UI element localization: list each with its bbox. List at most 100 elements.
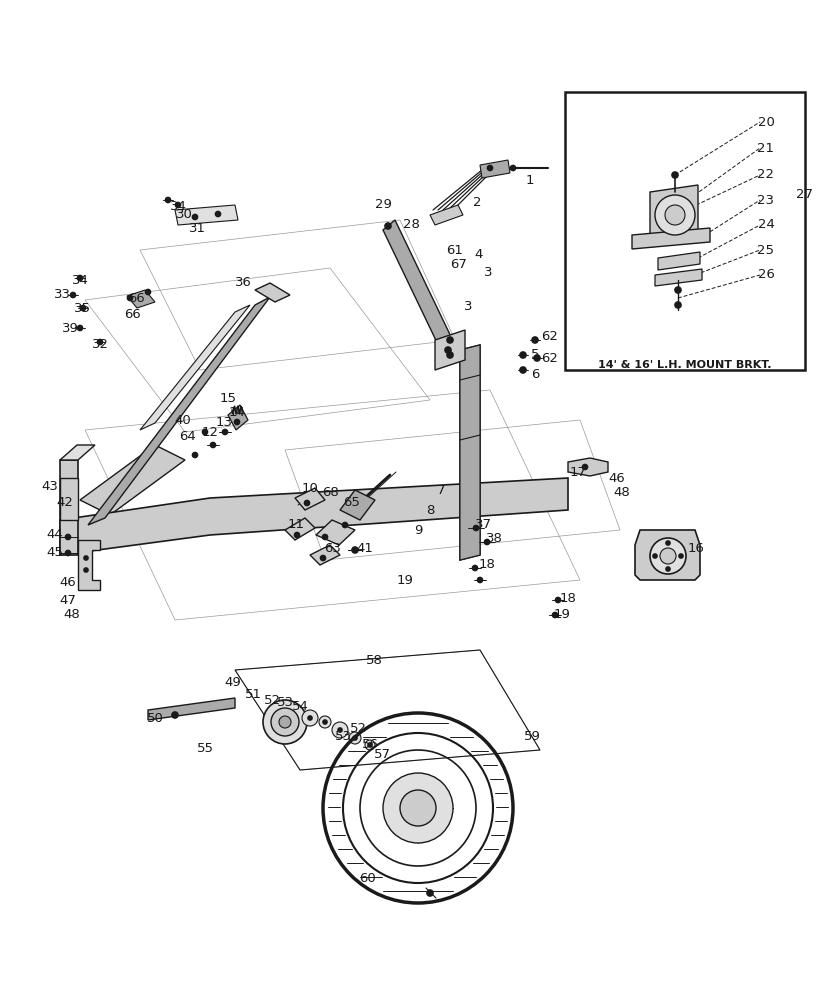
Circle shape: [445, 347, 451, 353]
Circle shape: [323, 720, 327, 724]
Circle shape: [583, 464, 588, 470]
Circle shape: [279, 716, 291, 728]
Text: 3: 3: [484, 265, 492, 278]
Text: 29: 29: [375, 198, 391, 212]
Circle shape: [488, 165, 493, 170]
Text: 18: 18: [559, 591, 577, 604]
Polygon shape: [480, 160, 510, 178]
Circle shape: [532, 337, 538, 343]
Text: 25: 25: [757, 243, 775, 256]
Text: 61: 61: [447, 243, 463, 256]
Circle shape: [650, 538, 686, 574]
Text: 49: 49: [225, 676, 241, 688]
Text: 62: 62: [541, 352, 559, 364]
Text: 27: 27: [797, 188, 813, 202]
Text: 24: 24: [757, 219, 775, 232]
Text: 46: 46: [59, 576, 77, 589]
Circle shape: [146, 290, 151, 294]
Circle shape: [400, 790, 436, 826]
Polygon shape: [88, 297, 270, 525]
Text: 46: 46: [609, 472, 625, 485]
Circle shape: [193, 215, 198, 220]
Text: 68: 68: [323, 486, 339, 498]
Circle shape: [271, 708, 299, 736]
Circle shape: [383, 773, 453, 843]
Circle shape: [322, 534, 327, 540]
Text: 34: 34: [170, 200, 186, 214]
Polygon shape: [60, 445, 95, 460]
Circle shape: [235, 420, 240, 424]
Circle shape: [77, 326, 82, 330]
Polygon shape: [568, 458, 608, 476]
Text: 63: 63: [325, 542, 341, 554]
Circle shape: [365, 740, 375, 750]
Text: 8: 8: [426, 504, 434, 516]
Text: 54: 54: [292, 700, 308, 712]
Text: 36: 36: [235, 275, 251, 288]
Polygon shape: [60, 460, 78, 555]
Text: 65: 65: [344, 495, 360, 508]
Circle shape: [319, 716, 331, 728]
Text: 55: 55: [196, 742, 213, 754]
Polygon shape: [435, 330, 465, 370]
Text: 14' & 16' L.H. MOUNT BRKT.: 14' & 16' L.H. MOUNT BRKT.: [598, 360, 772, 370]
Polygon shape: [316, 520, 355, 545]
Text: 43: 43: [41, 481, 59, 493]
Text: 38: 38: [485, 532, 503, 544]
Text: 12: 12: [202, 426, 218, 438]
Polygon shape: [655, 269, 702, 286]
Polygon shape: [140, 305, 250, 430]
Text: 19: 19: [554, 608, 570, 621]
Circle shape: [321, 556, 325, 560]
Text: 15: 15: [219, 391, 236, 404]
Text: 31: 31: [189, 222, 205, 234]
Circle shape: [447, 352, 453, 358]
Text: 59: 59: [523, 730, 541, 742]
Polygon shape: [127, 290, 155, 308]
Text: 26: 26: [757, 268, 775, 282]
Text: 56: 56: [362, 738, 378, 750]
Circle shape: [332, 722, 348, 738]
Text: 44: 44: [47, 528, 63, 542]
Bar: [565, 92, 805, 370]
Circle shape: [302, 710, 318, 726]
Circle shape: [128, 296, 133, 300]
Text: 10: 10: [302, 482, 318, 494]
Circle shape: [77, 275, 82, 280]
Circle shape: [216, 212, 221, 217]
Circle shape: [534, 355, 540, 361]
Circle shape: [352, 547, 358, 553]
Circle shape: [308, 716, 312, 720]
Text: 2: 2: [473, 196, 481, 209]
Text: 5: 5: [531, 349, 539, 361]
Circle shape: [520, 352, 526, 358]
Text: 67: 67: [451, 257, 467, 270]
Text: 50: 50: [147, 712, 163, 724]
Text: 13: 13: [216, 416, 232, 428]
Circle shape: [672, 172, 678, 178]
Circle shape: [193, 452, 198, 458]
Circle shape: [472, 566, 477, 570]
Text: 28: 28: [403, 219, 419, 232]
Circle shape: [520, 367, 526, 373]
Polygon shape: [255, 283, 290, 302]
Circle shape: [71, 292, 76, 298]
Text: 66: 66: [124, 308, 142, 322]
Circle shape: [679, 554, 683, 558]
Text: 53: 53: [277, 696, 293, 710]
Text: 11: 11: [288, 518, 305, 532]
Text: 51: 51: [245, 688, 261, 702]
Circle shape: [84, 556, 88, 560]
Polygon shape: [228, 405, 248, 430]
Text: 57: 57: [373, 748, 391, 762]
Circle shape: [553, 612, 558, 617]
Text: 17: 17: [569, 466, 587, 479]
Text: 48: 48: [614, 486, 630, 498]
Text: 45: 45: [47, 546, 63, 560]
Circle shape: [343, 522, 348, 528]
Text: 42: 42: [57, 495, 73, 508]
Text: 7: 7: [437, 484, 445, 496]
Text: 60: 60: [359, 871, 377, 884]
Circle shape: [555, 597, 560, 602]
Circle shape: [485, 540, 489, 544]
